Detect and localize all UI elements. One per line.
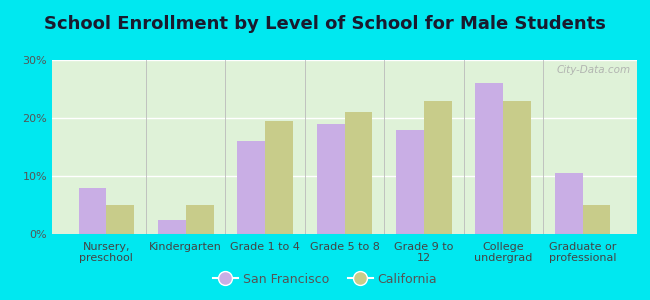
Bar bbox=[344, 112, 372, 234]
Bar bbox=[582, 205, 610, 234]
Bar bbox=[475, 83, 503, 234]
Text: City-Data.com: City-Data.com bbox=[557, 65, 631, 75]
Bar bbox=[158, 220, 186, 234]
Bar bbox=[503, 100, 531, 234]
Bar bbox=[79, 188, 107, 234]
Bar bbox=[396, 130, 424, 234]
Text: School Enrollment by Level of School for Male Students: School Enrollment by Level of School for… bbox=[44, 15, 606, 33]
Text: Graduate or
professional: Graduate or professional bbox=[549, 242, 616, 263]
Text: Kindergarten: Kindergarten bbox=[150, 242, 222, 251]
Bar bbox=[317, 124, 345, 234]
Text: Nursery,
preschool: Nursery, preschool bbox=[79, 242, 133, 263]
Text: College
undergrad: College undergrad bbox=[474, 242, 532, 263]
Bar bbox=[424, 100, 452, 234]
Bar bbox=[237, 141, 265, 234]
Legend: San Francisco, California: San Francisco, California bbox=[208, 268, 442, 291]
Bar bbox=[265, 121, 293, 234]
Text: Grade 5 to 8: Grade 5 to 8 bbox=[309, 242, 380, 251]
Bar bbox=[186, 205, 214, 234]
Bar bbox=[107, 205, 134, 234]
Bar bbox=[555, 173, 582, 234]
Text: Grade 1 to 4: Grade 1 to 4 bbox=[230, 242, 300, 251]
Text: Grade 9 to
12: Grade 9 to 12 bbox=[394, 242, 454, 263]
